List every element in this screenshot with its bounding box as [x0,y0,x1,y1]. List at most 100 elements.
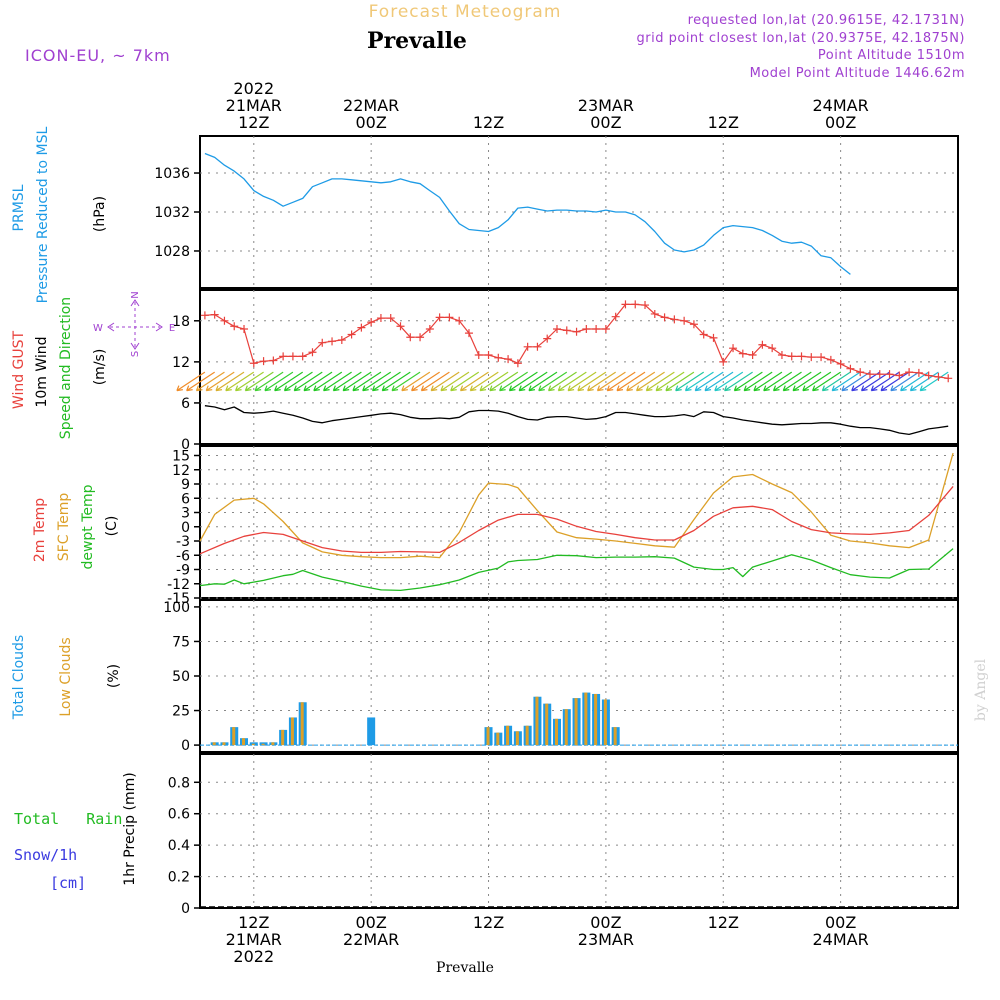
precip-frame [199,753,959,909]
wind-gust-point [748,351,757,360]
wind-direction-arrowhead [831,385,839,392]
wind-direction-arrow [626,371,656,392]
bottom-time-label: 2022 [233,947,274,966]
wind-gust-point [650,309,659,318]
top-time-label: 12Z [473,113,504,132]
clouds-ytick-label: 0 [181,738,190,754]
clouds-ytick-label: 25 [172,704,190,720]
pressure-ytick-label: 1032 [154,205,190,221]
wind-direction-arrow [919,371,949,392]
wind-gust-point [543,334,552,343]
wind-gust-point [777,351,786,360]
precip-panel: 0 0.2 0.4 0.6 0.8 [168,753,959,917]
wind-direction-arrowhead [909,385,917,392]
wind-gust-point [269,356,278,365]
wind-direction-arrow [225,371,255,392]
wind-gust-point [758,340,767,349]
wind-gust-series-line [204,303,949,379]
prmsl-label: PRMSL [11,184,27,231]
wind-gust-point [924,371,933,380]
low-clouds-bar [222,742,226,746]
wind-direction-arrow [636,371,665,392]
wind-direction-arrow [362,371,392,392]
wind-gust-point [689,320,698,329]
wind-ytick-label: 18 [172,314,190,330]
wind-gust-point [504,355,513,364]
wind-direction-arrow [753,371,783,392]
temp-ytick-label: 9 [181,477,190,493]
wind-direction-arrowhead [332,385,340,392]
temp-frame [199,445,959,599]
wind-gust-point [670,315,679,324]
wind-gust-point [435,313,444,322]
wind-direction-arrow [303,371,333,392]
pressure-series-line [204,152,851,275]
wind-gust-point [611,312,620,321]
wind-gust-point [934,372,943,381]
low-clouds-bar [525,725,529,746]
temp-ytick-label: -15 [167,591,190,607]
wind-direction-arrow [401,371,431,392]
wind-gust-point [298,352,307,361]
wind-direction-arrow [352,371,382,392]
bottom-time-label: 22MAR [343,930,399,949]
temp-ytick-label: -9 [176,563,190,579]
low-clouds-bar [300,702,304,746]
clouds-ytick-label: 50 [172,669,190,685]
temp-ytick-label: 15 [172,449,190,465]
sfc-temp-series-line [199,452,954,559]
wind-direction-arrowhead [479,385,487,392]
wind-direction-arrow [489,371,519,392]
wind-direction-arrowhead [401,385,408,392]
wind-direction-arrow [430,371,460,392]
wind-gust-point [641,301,650,310]
precip-ytick-label: 0.4 [168,838,190,854]
precip-ytick-label: 0 [181,901,190,917]
wind-direction-arrow [518,371,548,392]
temp-ytick-label: -12 [167,577,190,593]
top-time-label: 2022 [233,79,274,98]
clouds-ytick-label: 75 [172,634,190,650]
wind-gust-point [230,322,239,331]
wind-direction-arrow [391,371,421,392]
wind-side-labels: Wind GUST 10m Wind Speed and Direction (… [11,291,175,439]
wind-direction-arrow [890,371,920,392]
wind-frame [199,289,959,445]
wind-direction-arrowhead [763,385,770,392]
wind-direction-arrow [440,371,470,392]
compass-south: S [130,351,141,357]
compass-arrowheads [107,299,163,350]
wind-direction-arrow [479,371,509,392]
wind-direction-arrowhead [733,385,741,392]
wind-direction-arrowhead [499,385,506,392]
wind-direction-arrow [782,371,812,392]
clouds-ytick-label: 100 [163,600,190,616]
wind-gust-point [944,374,953,383]
wind-direction-arrowhead [547,385,555,392]
low-clouds-bar [251,743,255,746]
low-clouds-bar [271,742,275,746]
wind-direction-arrow [411,371,440,392]
credit-watermark: by Angel [973,658,989,721]
low-clouds-bar [212,742,216,746]
wind-direction-arrow [704,371,734,392]
wind-direction-arrow [215,371,245,392]
wind-direction-arrow [861,371,890,392]
top-time-label: 12Z [708,113,739,132]
wind-direction-arrow [421,371,450,392]
wind-direction-arrowhead [450,385,457,392]
footer-station: Prevalle [436,960,494,976]
wind-gust-point [406,333,415,342]
low-clouds-bar [554,718,558,746]
wind-gust-point [905,368,914,377]
wind-gust-label: Wind GUST [11,330,27,409]
wind-direction-arrow [841,371,871,392]
wind-direction-arrowhead [293,385,301,392]
pressure-ytick-label: 1036 [154,166,190,182]
wind-direction-arrowhead [714,385,721,392]
wind-direction-arrow [655,371,685,392]
wind-direction-arrow [734,371,763,392]
wind-unit-label: (m/s) [92,349,108,386]
wind-gust-point [817,353,826,362]
wind-direction-arrow [802,371,832,392]
